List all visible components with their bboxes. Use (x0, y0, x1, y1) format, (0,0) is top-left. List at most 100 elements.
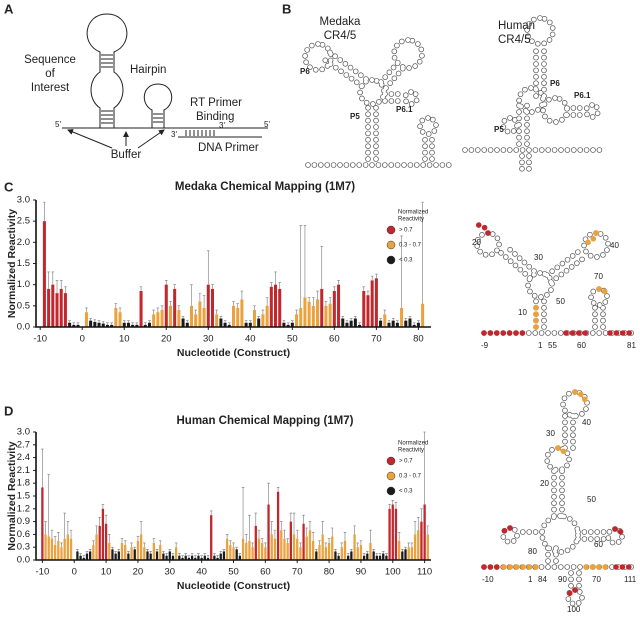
helix-label: P6.1 (396, 105, 413, 114)
rna-structure (481, 389, 637, 604)
error-bar (117, 549, 121, 552)
bar (93, 321, 97, 327)
bar (283, 538, 286, 560)
helix-label: P5 (494, 125, 504, 134)
x-tick-label: 70 (371, 334, 382, 345)
x-tick-label: -10 (33, 334, 47, 345)
nucleotide-number: 30 (534, 253, 543, 262)
error-bar (120, 538, 124, 543)
error-bar (227, 322, 231, 325)
bar (139, 534, 143, 560)
nucleotide-number: 40 (610, 241, 619, 250)
error-bar (289, 512, 293, 522)
error-bar (278, 282, 282, 289)
bar (343, 540, 347, 560)
bar (76, 551, 79, 560)
error-bar (302, 514, 305, 524)
error-bar (178, 553, 181, 556)
error-bar (320, 246, 324, 289)
error-bar (318, 540, 321, 546)
error-bar (261, 309, 265, 315)
error-bar (101, 504, 105, 509)
bar (290, 322, 294, 327)
error-bar (211, 284, 214, 289)
y-tick-label: 2.0 (17, 237, 30, 248)
legend-title: Reactivity (398, 448, 424, 454)
bar (349, 320, 353, 327)
nucleotide-number: 111 (624, 575, 637, 584)
error-bar (139, 521, 143, 535)
error-bar (391, 318, 395, 321)
error-bar (372, 549, 375, 552)
bar (412, 324, 416, 327)
error-bar (366, 290, 370, 296)
error-bar (59, 280, 63, 289)
error-bar (76, 322, 80, 325)
nucleotide-number: 81 (627, 341, 636, 350)
error-bar (174, 542, 178, 548)
y-axis-title: Normalized Reactivity (6, 209, 18, 318)
error-bar (55, 280, 59, 294)
bar (216, 557, 219, 560)
error-bar (388, 504, 391, 509)
bar (374, 278, 378, 327)
bar (178, 555, 181, 560)
bar (143, 324, 147, 327)
bar (175, 547, 178, 560)
bar (375, 555, 378, 560)
nucleotide-number: 55 (548, 341, 557, 350)
bar (280, 530, 283, 560)
bar (413, 534, 417, 560)
error-bar (240, 290, 244, 300)
bar (385, 555, 388, 560)
bar (130, 547, 133, 560)
bar (311, 540, 315, 560)
x-tick-label: 40 (196, 567, 207, 578)
bar (210, 288, 215, 327)
bar (400, 307, 404, 327)
error-bar (257, 316, 261, 319)
error-bar (334, 549, 337, 552)
nucleotide-number: 80 (528, 547, 537, 556)
nucleotide-number: 60 (594, 540, 603, 549)
y-tick-label: 1.0 (17, 279, 30, 290)
bar (245, 542, 248, 560)
bar (320, 288, 324, 327)
bar (229, 545, 232, 560)
bar (299, 307, 303, 327)
error-bar (274, 271, 277, 285)
y-tick-label: 2.7 (17, 439, 30, 450)
error-bar (187, 555, 191, 558)
error-bar (337, 553, 340, 556)
bar (101, 508, 105, 560)
error-bar (404, 546, 407, 550)
error-bar (260, 538, 264, 543)
nucleotide-number: 50 (556, 297, 565, 306)
error-bar (223, 320, 227, 323)
error-bar (72, 322, 76, 325)
nucleotide-number: 70 (592, 575, 601, 584)
bar (63, 538, 66, 560)
error-bar (47, 474, 51, 537)
bar (337, 555, 340, 560)
bar (68, 322, 72, 327)
nucleotide-number: 100 (567, 605, 581, 614)
error-bar (273, 529, 277, 539)
error-bar (362, 286, 366, 292)
bar (423, 504, 426, 560)
error-bar (316, 290, 319, 300)
y-tick-label: 1.8 (17, 478, 30, 489)
y-tick-label: 3.0 (17, 427, 30, 438)
bar (47, 288, 51, 327)
error-bar (359, 540, 363, 546)
rna-structure (305, 40, 452, 165)
construct-schematic (62, 13, 268, 149)
bar (55, 293, 59, 327)
error-bar (152, 309, 155, 315)
error-bar (421, 201, 424, 304)
error-bar (378, 553, 382, 556)
bar (416, 322, 420, 327)
error-bar (282, 320, 286, 323)
bar (165, 555, 168, 560)
